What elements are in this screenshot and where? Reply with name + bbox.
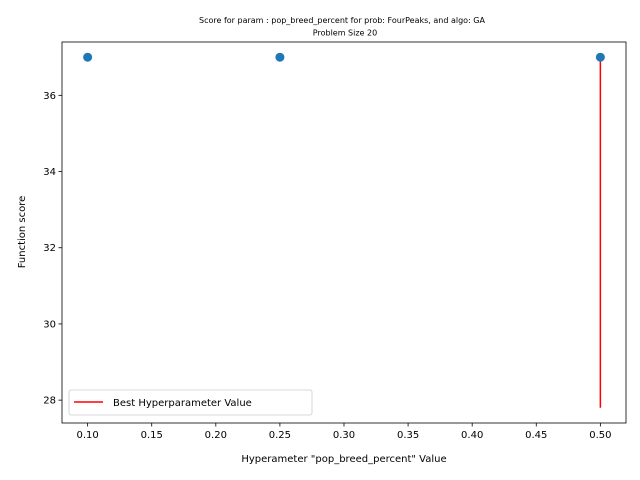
y-tick-label: 32 [43, 243, 56, 254]
x-tick-label: 0.40 [461, 430, 483, 441]
legend-label-best-line: Best Hyperparameter Value [113, 398, 252, 409]
chart-title: Score for param : pop_breed_percent for … [199, 16, 485, 38]
y-tick-label: 30 [43, 319, 56, 330]
y-axis-label: Function score [17, 196, 28, 269]
y-tick-label: 36 [43, 91, 56, 102]
x-tick-label: 0.25 [269, 430, 291, 441]
x-axis-ticks: 0.10 0.15 0.20 0.25 0.30 0.35 0.40 0.45 0.50 [77, 423, 611, 441]
x-tick-label: 0.35 [397, 430, 419, 441]
legend: Best Hyperparameter Value [68, 389, 313, 416]
x-axis-label: Hyperameter "pop_breed_percent" Value [241, 454, 446, 465]
legend-box [68, 389, 313, 416]
y-tick-label: 34 [43, 167, 56, 178]
y-axis-ticks: 28 30 32 34 36 [43, 91, 62, 407]
data-point [595, 52, 605, 62]
plot-frame [61, 41, 627, 424]
x-tick-label: 0.50 [589, 430, 611, 441]
x-tick-label: 0.10 [77, 430, 99, 441]
x-tick-label: 0.45 [525, 430, 547, 441]
chart-subtitle: Problem Size 20 [313, 29, 377, 38]
chart-title-line: Score for param : pop_breed_percent for … [199, 16, 485, 25]
data-point [275, 52, 285, 62]
x-tick-label: 0.20 [205, 430, 227, 441]
data-points [83, 52, 605, 62]
x-tick-label: 0.30 [333, 430, 355, 441]
y-tick-label: 28 [43, 396, 56, 407]
data-point [83, 52, 93, 62]
x-tick-label: 0.15 [141, 430, 163, 441]
